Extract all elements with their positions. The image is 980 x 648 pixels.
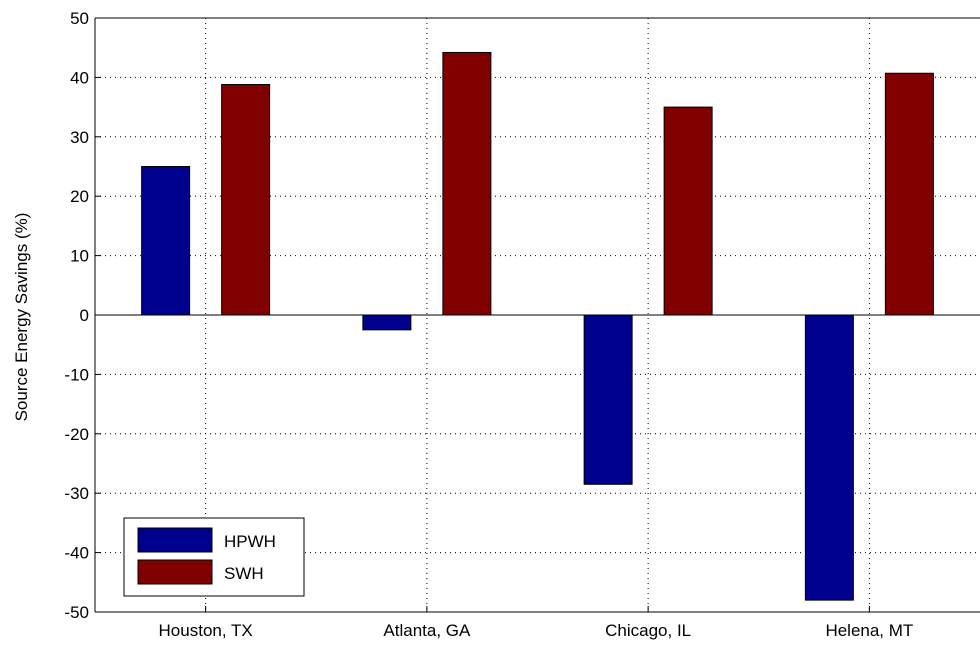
x-tick-label: Atlanta, GA	[383, 621, 471, 640]
grid	[95, 18, 980, 612]
legend-label-swh: SWH	[224, 564, 264, 583]
bar-swh-1	[221, 84, 271, 316]
legend-swatch-swh	[137, 559, 213, 585]
y-axis-label: Source Energy Savings (%)	[12, 213, 31, 422]
y-tick-label: -40	[64, 544, 89, 563]
y-tick-label: -50	[64, 603, 89, 622]
y-tick-label: -30	[64, 484, 89, 503]
bar-hpwh-3	[583, 314, 633, 485]
y-tick-label: 30	[70, 128, 89, 147]
x-tick-label: Houston, TX	[159, 621, 253, 640]
bar-swh-2	[442, 51, 492, 316]
bar-hpwh-1	[141, 166, 191, 316]
legend-swatch-hpwh	[137, 527, 213, 553]
y-tick-label: 20	[70, 187, 89, 206]
legend-label-hpwh: HPWH	[224, 532, 276, 551]
legend: HPWH SWH	[123, 517, 305, 597]
bar-hpwh-4	[804, 314, 854, 601]
y-tick-label: 40	[70, 68, 89, 87]
y-tick-label: 50	[70, 9, 89, 28]
x-tick-label: Helena, MT	[825, 621, 913, 640]
bars	[141, 51, 934, 601]
y-tick-label: 10	[70, 247, 89, 266]
bar-hpwh-2	[362, 314, 412, 331]
bar-swh-4	[884, 72, 934, 316]
axes: 50 40 30 20 10 0 -10 -20 -30 -40 -50 Houston, TX Atl…	[64, 9, 980, 640]
y-tick-label: -20	[64, 425, 89, 444]
bar-swh-3	[663, 106, 713, 316]
x-tick-label: Chicago, IL	[605, 621, 691, 640]
y-tick-label: -10	[64, 365, 89, 384]
y-tick-label: 0	[80, 306, 89, 325]
